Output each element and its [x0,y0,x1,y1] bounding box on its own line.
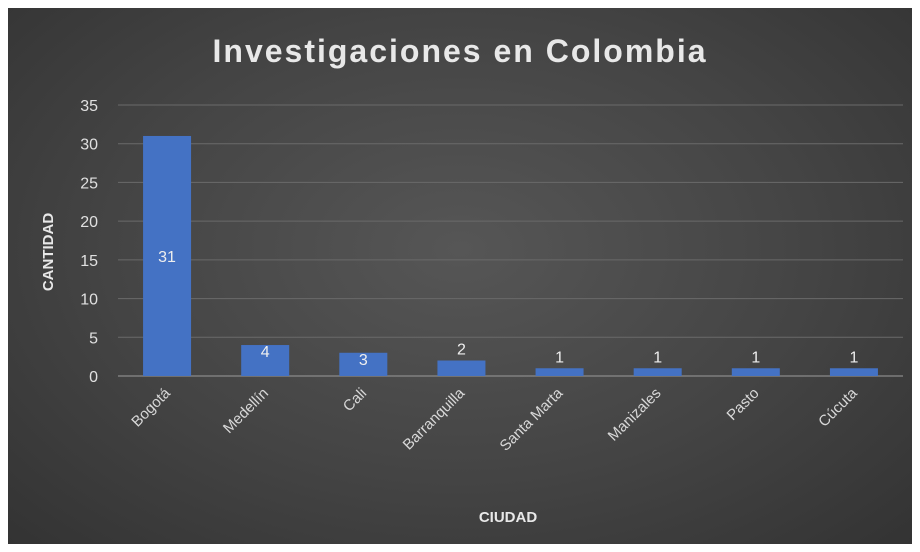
data-label: 1 [849,349,858,366]
x-tick-label: Bogotá [128,384,174,430]
chart-title: Investigaciones en Colombia [213,33,708,69]
gridlines [118,104,903,377]
data-label: 1 [751,349,760,366]
x-tick-labels: Bogotá Medellín Cali Barranquilla Santa Mart… [128,384,861,454]
x-tick-label: Cúcuta [815,384,861,430]
bar [437,360,486,376]
y-axis-title: CANTIDAD [40,213,57,291]
data-label: 4 [261,344,270,361]
data-labels: 31 4 3 2 1 1 1 1 [158,249,858,369]
data-label: 1 [653,349,662,366]
x-tick-label: Santa Marta [497,384,567,454]
bar [731,368,780,376]
y-tick-label: 30 [80,137,98,154]
chart-area: Investigaciones en Colombia 0 5 10 15 20 25 30… [8,8,912,544]
data-label: 31 [158,249,176,266]
bar [829,368,878,376]
y-tick-label: 10 [80,292,98,309]
x-tick-label: Pasto [723,385,762,424]
y-tick-label: 25 [80,175,98,192]
x-axis-title: CIUDAD [479,509,537,526]
y-tick-label: 5 [89,330,98,347]
bar [633,368,682,376]
data-label: 1 [555,349,564,366]
x-tick-label: Cali [340,385,370,415]
bar [535,368,584,376]
bars [143,135,878,376]
data-label: 3 [359,352,368,369]
y-tick-label: 35 [80,98,98,115]
x-tick-label: Manizales [605,385,665,445]
y-tick-label: 20 [80,214,98,231]
bar [241,345,290,376]
y-tick-label: 15 [80,253,98,270]
x-tick-label: Medellín [220,385,272,437]
data-label: 2 [457,342,466,359]
x-tick-label: Barranquilla [400,384,469,453]
bar-chart: Investigaciones en Colombia 051015202530… [40,33,903,526]
bar [339,352,388,376]
y-tick-label: 0 [89,369,98,386]
bar [143,135,192,376]
y-tick-labels: 0 5 10 15 20 25 30 35 [80,98,98,386]
